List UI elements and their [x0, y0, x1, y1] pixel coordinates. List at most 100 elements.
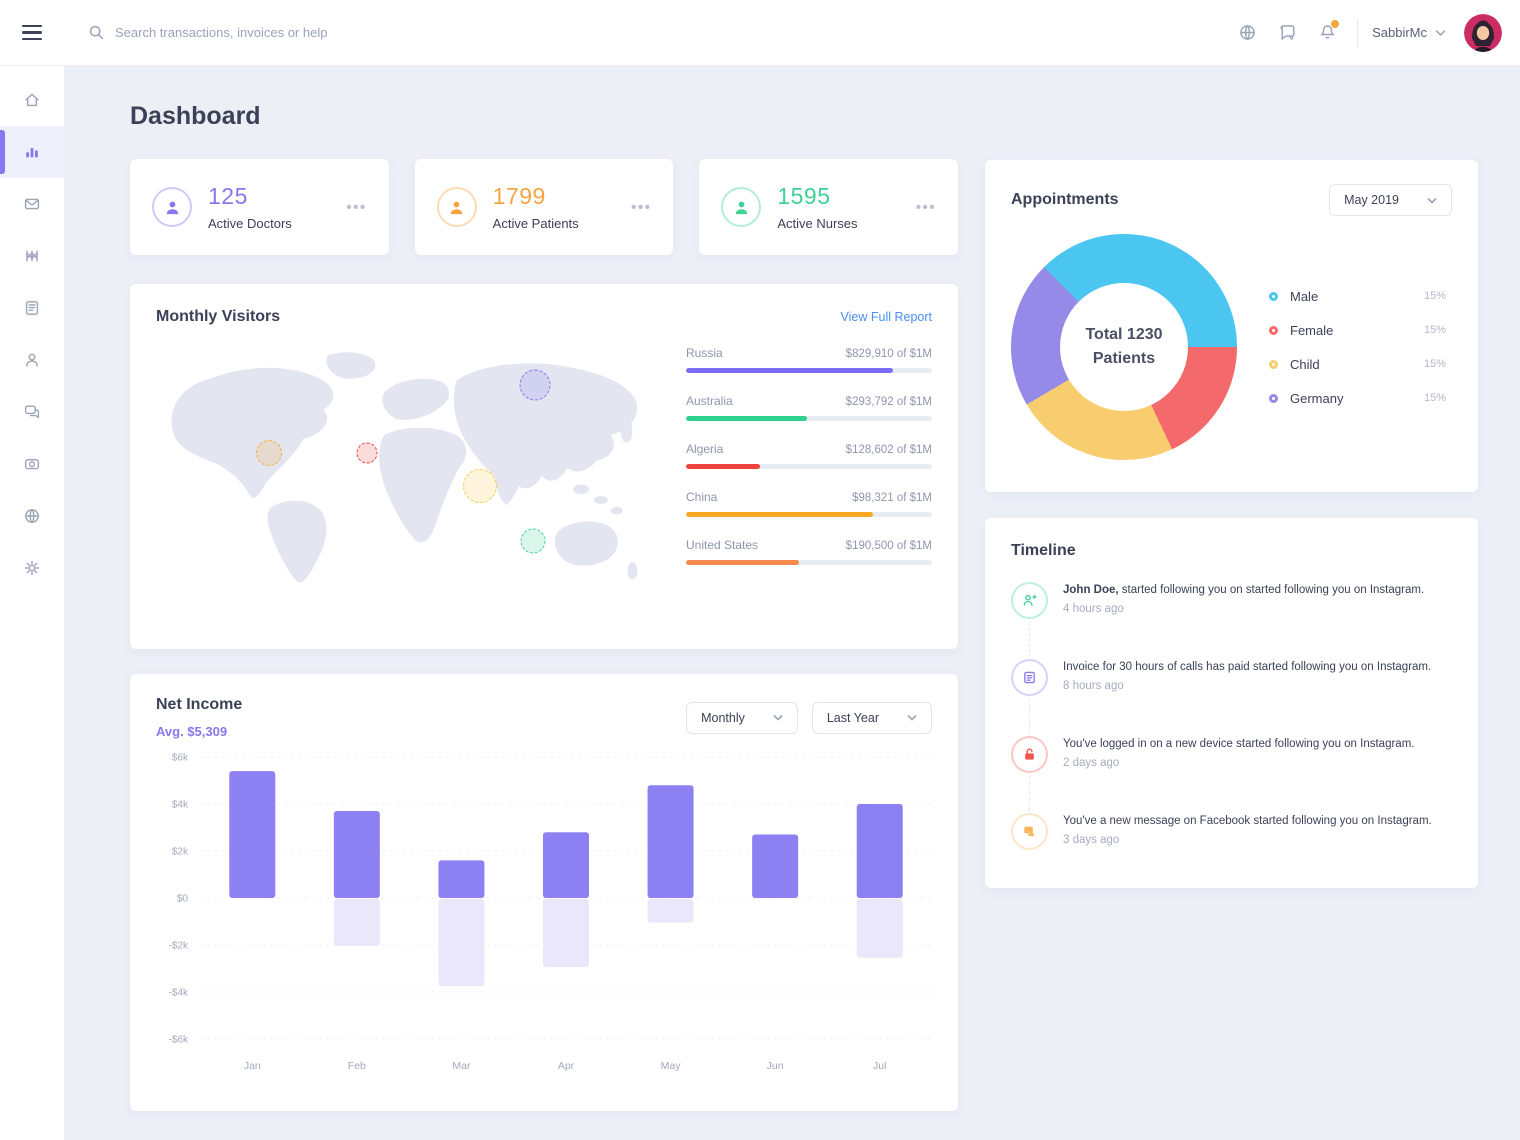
sidebar-item-settings[interactable]: [0, 542, 64, 594]
country-label: Algeria: [686, 442, 724, 456]
search-input[interactable]: [115, 25, 455, 40]
stat-card-active-doctors: 125 Active Doctors •••: [130, 159, 389, 255]
timeline-timestamp: 8 hours ago: [1063, 680, 1124, 692]
timeline-text: You've a new message on Facebook started…: [1063, 815, 1432, 827]
sidebar-item-home[interactable]: [0, 74, 64, 126]
svg-text:May: May: [661, 1060, 682, 1072]
svg-text:Apr: Apr: [558, 1060, 575, 1072]
svg-text:$4k: $4k: [172, 800, 189, 811]
notifications-bell-button[interactable]: [1307, 13, 1347, 53]
country-value: $829,910 of $1M: [845, 348, 932, 360]
avatar[interactable]: [1464, 13, 1502, 52]
language-globe-button[interactable]: [1227, 13, 1267, 53]
bar-positive-jul[interactable]: [856, 804, 903, 898]
card-menu-dots-icon[interactable]: •••: [631, 198, 652, 216]
bar-positive-apr[interactable]: [543, 832, 589, 898]
legend-percent: 15%: [1423, 358, 1446, 370]
progress-track: [686, 560, 932, 565]
stat-card-active-nurses: 1595 Active Nurses •••: [699, 159, 959, 255]
svg-text:Mar: Mar: [452, 1060, 471, 1072]
timeline-timestamp: 2 days ago: [1063, 757, 1120, 769]
sidebar-item-patients[interactable]: [0, 334, 64, 386]
country-value: $293,792 of $1M: [845, 396, 932, 408]
sidebar-item-media[interactable]: [0, 438, 64, 490]
timeline-item: Invoice for 30 hours of calls has paid s…: [1011, 659, 1452, 736]
progress-fill: [686, 368, 893, 373]
svg-text:$2k: $2k: [172, 847, 189, 858]
progress-track: [686, 464, 932, 469]
notification-dot: [1331, 19, 1340, 28]
sidebar-item-dashboard[interactable]: [0, 126, 64, 178]
messages-button[interactable]: [1267, 13, 1307, 53]
visitor-progress-list: Russia $829,910 of $1M Australia $293,792 o…: [686, 342, 932, 594]
monthly-visitors-card: Monthly Visitors View Full Report: [130, 284, 958, 649]
sidebar-item-mail[interactable]: [0, 178, 64, 230]
bar-positive-mar[interactable]: [438, 860, 485, 898]
timeline-item: John Doe, started following you on start…: [1011, 582, 1452, 659]
bar-negative-jul[interactable]: [856, 899, 903, 958]
svg-text:$6k: $6k: [172, 753, 189, 764]
svg-text:-$4k: -$4k: [169, 988, 189, 999]
search-box[interactable]: [88, 24, 1227, 41]
progress-track: [686, 368, 932, 373]
sidebar-item-chat[interactable]: [0, 386, 64, 438]
sidebar-item-globe[interactable]: [0, 490, 64, 542]
bar-positive-jan[interactable]: [229, 771, 276, 898]
svg-text:Feb: Feb: [348, 1060, 366, 1072]
bar-positive-may[interactable]: [647, 785, 694, 898]
map-marker-russia[interactable]: [519, 369, 551, 401]
svg-text:Jul: Jul: [873, 1060, 886, 1072]
timeline-timestamp: 4 hours ago: [1063, 603, 1124, 615]
camera-icon: [23, 455, 41, 473]
doctor-person-icon: [152, 187, 192, 227]
map-marker-australia[interactable]: [520, 528, 545, 554]
bar-negative-mar[interactable]: [438, 899, 485, 986]
visitor-progress-item: Algeria $128,602 of $1M: [686, 442, 932, 469]
user-icon: [23, 351, 41, 369]
net-income-title: Net Income: [156, 696, 243, 713]
bar-negative-apr[interactable]: [543, 899, 589, 968]
legend-item-male: Male 15%: [1269, 289, 1446, 304]
appointments-legend: Male 15% Female 15% Child 15% Germany 15%: [1269, 289, 1452, 406]
user-menu[interactable]: SabbirMc: [1372, 13, 1502, 52]
view-full-report-link[interactable]: View Full Report: [840, 310, 932, 324]
timeline-list: John Doe, started following you on start…: [1011, 582, 1452, 850]
message-icon: [1011, 813, 1048, 850]
month-select[interactable]: May 2019: [1329, 184, 1452, 216]
legend-item-child: Child 15%: [1269, 357, 1446, 372]
period-select-value: Monthly: [701, 710, 745, 725]
net-income-average: Avg. $5,309: [156, 724, 228, 739]
menu-toggle-button[interactable]: [0, 0, 64, 66]
timeline-timestamp: 3 days ago: [1063, 834, 1120, 846]
card-menu-dots-icon[interactable]: •••: [346, 198, 367, 216]
timeline-title: Timeline: [1011, 542, 1076, 559]
bar-positive-jun[interactable]: [752, 834, 799, 898]
stat-card-active-patients: 1799 Active Patients •••: [414, 159, 674, 255]
legend-label: Germany: [1290, 390, 1344, 406]
stat-cards-row: 125 Active Doctors ••• 1799 Active Patient…: [130, 159, 959, 255]
sidebar-item-departments[interactable]: [0, 230, 64, 282]
legend-ring-icon: [1269, 359, 1278, 369]
legend-item-female: Female 15%: [1269, 323, 1446, 338]
timeline-item: You've a new message on Facebook started…: [1011, 813, 1452, 850]
period-select[interactable]: Monthly: [686, 701, 798, 734]
country-value: $98,321 of $1M: [852, 492, 932, 504]
progress-fill: [686, 560, 800, 565]
bar-negative-may[interactable]: [647, 899, 694, 923]
lock-icon: [1011, 736, 1048, 773]
gear-icon: [23, 559, 41, 577]
bar-positive-feb[interactable]: [333, 811, 380, 898]
nurse-person-icon: [721, 187, 762, 227]
monthly-visitors-title: Monthly Visitors: [156, 308, 281, 325]
legend-ring-icon: [1269, 393, 1278, 403]
map-marker-algeria[interactable]: [356, 442, 378, 464]
bar-chart-canvas: $6k $4k $2k $0 -$2k -$4k -$6k Jan Feb Mar Apr May Ju…: [169, 753, 932, 1072]
visitor-progress-item: Australia $293,792 of $1M: [686, 394, 932, 421]
fence-icon: [23, 247, 41, 265]
bar-negative-feb[interactable]: [333, 899, 380, 946]
card-menu-dots-icon[interactable]: •••: [915, 198, 937, 216]
range-select[interactable]: Last Year: [811, 701, 932, 734]
map-marker-china[interactable]: [462, 468, 497, 503]
map-marker-united-states[interactable]: [255, 439, 282, 466]
sidebar-item-records[interactable]: [0, 282, 64, 334]
